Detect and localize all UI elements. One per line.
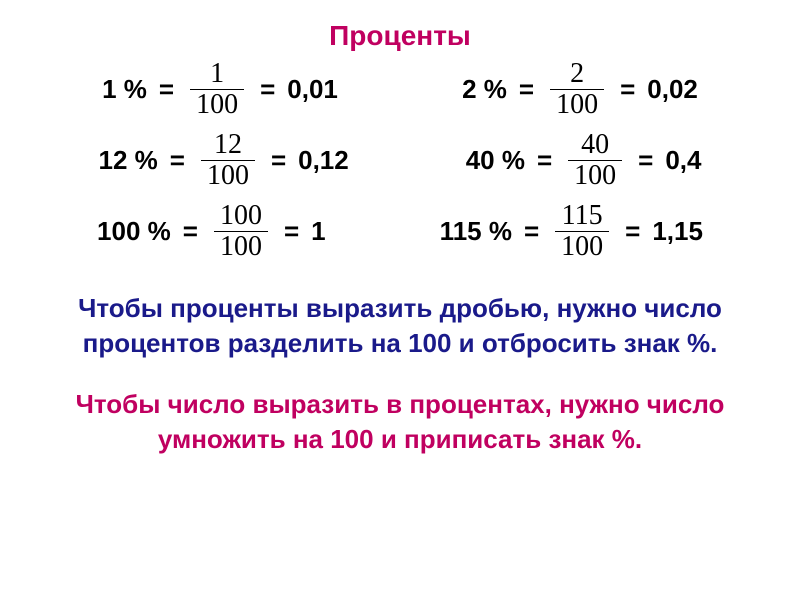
- equals-sign: =: [519, 74, 534, 105]
- fraction-denominator: 100: [201, 160, 255, 190]
- equals-sign: =: [638, 145, 653, 176]
- fraction-denominator: 100: [568, 160, 622, 190]
- equals-sign: =: [170, 145, 185, 176]
- fraction-numerator: 1: [204, 60, 230, 89]
- fraction-numerator: 12: [208, 131, 248, 160]
- fraction: 12 100: [201, 131, 255, 190]
- equation-row: 1 % = 1 100 = 0,01 2 % = 2 100 = 0,02: [40, 60, 760, 119]
- equals-sign: =: [537, 145, 552, 176]
- fraction: 100 100: [214, 202, 268, 261]
- percent-label: 2 %: [462, 74, 507, 105]
- fraction-denominator: 100: [555, 231, 609, 261]
- equals-sign: =: [524, 216, 539, 247]
- rule-percent-to-fraction: Чтобы проценты выразить дробью, нужно чи…: [40, 291, 760, 361]
- equation-row: 12 % = 12 100 = 0,12 40 % = 40 100 = 0,4: [40, 131, 760, 190]
- equals-sign: =: [183, 216, 198, 247]
- percent-label: 115 %: [440, 216, 512, 247]
- equals-sign: =: [271, 145, 286, 176]
- fraction: 1 100: [190, 60, 244, 119]
- equation-group: 40 % = 40 100 = 0,4: [466, 131, 702, 190]
- fraction-numerator: 100: [214, 202, 268, 231]
- decimal-value: 0,4: [665, 145, 701, 176]
- equals-sign: =: [625, 216, 640, 247]
- fraction: 115 100: [555, 202, 609, 261]
- equation-group: 2 % = 2 100 = 0,02: [462, 60, 698, 119]
- decimal-value: 1,15: [652, 216, 703, 247]
- fraction: 40 100: [568, 131, 622, 190]
- equals-sign: =: [620, 74, 635, 105]
- equation-group: 100 % = 100 100 = 1: [97, 202, 326, 261]
- percent-label: 100 %: [97, 216, 171, 247]
- page-title: Проценты: [40, 20, 760, 52]
- percent-label: 1 %: [102, 74, 147, 105]
- equals-sign: =: [159, 74, 174, 105]
- fraction: 2 100: [550, 60, 604, 119]
- equation-row: 100 % = 100 100 = 1 115 % = 115 100 = 1,…: [40, 202, 760, 261]
- fraction-numerator: 40: [575, 131, 615, 160]
- equals-sign: =: [260, 74, 275, 105]
- percent-label: 40 %: [466, 145, 525, 176]
- decimal-value: 0,01: [287, 74, 338, 105]
- fraction-numerator: 115: [556, 202, 609, 231]
- equation-group: 1 % = 1 100 = 0,01: [102, 60, 338, 119]
- fraction-numerator: 2: [564, 60, 590, 89]
- equation-group: 115 % = 115 100 = 1,15: [440, 202, 703, 261]
- fraction-denominator: 100: [190, 89, 244, 119]
- equals-sign: =: [284, 216, 299, 247]
- percent-label: 12 %: [98, 145, 157, 176]
- decimal-value: 0,12: [298, 145, 349, 176]
- fraction-denominator: 100: [214, 231, 268, 261]
- decimal-value: 1: [311, 216, 325, 247]
- decimal-value: 0,02: [647, 74, 698, 105]
- equations-block: 1 % = 1 100 = 0,01 2 % = 2 100 = 0,02 12…: [40, 60, 760, 261]
- fraction-denominator: 100: [550, 89, 604, 119]
- equation-group: 12 % = 12 100 = 0,12: [98, 131, 348, 190]
- rule-number-to-percent: Чтобы число выразить в процентах, нужно …: [40, 387, 760, 457]
